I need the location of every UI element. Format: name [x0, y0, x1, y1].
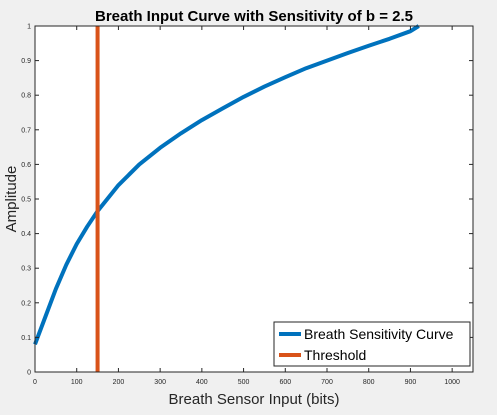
x-tick-label: 500 — [238, 379, 250, 386]
x-tick-label: 800 — [363, 379, 375, 386]
plot-area — [35, 26, 473, 372]
chart-title: Breath Input Curve with Sensitivity of b… — [95, 8, 413, 25]
x-tick-label: 200 — [113, 379, 125, 386]
y-axis-label: Amplitude — [3, 166, 20, 233]
y-tick-label: 0.9 — [21, 58, 31, 65]
x-tick-label: 100 — [71, 379, 83, 386]
x-axis: 0 100 200 300 400 500 600 700 800 900 1000 — [33, 26, 460, 386]
y-tick-label: 0 — [27, 370, 31, 377]
y-tick-label: 0.4 — [21, 231, 31, 238]
x-axis-label: Breath Sensor Input (bits) — [169, 391, 340, 408]
legend-label-breath-sensitivity-curve: Breath Sensitivity Curve — [304, 326, 454, 342]
x-tick-label: 700 — [321, 379, 333, 386]
series-line-breath-sensitivity-curve — [33, 24, 420, 346]
y-tick-label: 0.7 — [21, 127, 31, 134]
x-tick-label: 600 — [279, 379, 291, 386]
y-tick-label: 0.5 — [21, 197, 31, 204]
y-tick-label: 0.2 — [21, 300, 31, 307]
y-tick-label: 0.8 — [21, 93, 31, 100]
y-axis: 0 0.1 0.2 0.3 0.4 0.5 0.6 0.7 0.8 0.9 1 — [21, 24, 473, 377]
y-tick-label: 0.6 — [21, 162, 31, 169]
legend-box — [273, 321, 471, 367]
y-tick-label: 0.3 — [21, 266, 31, 273]
y-tick-label: 1 — [27, 24, 31, 31]
legend-label-threshold: Threshold — [304, 347, 366, 363]
x-tick-label: 400 — [196, 379, 208, 386]
x-tick-label: 900 — [405, 379, 417, 386]
x-tick-label: 0 — [33, 379, 37, 386]
y-tick-label: 0.1 — [21, 335, 31, 342]
x-tick-label: 1000 — [444, 379, 460, 386]
x-tick-label: 300 — [154, 379, 166, 386]
legend: Breath Sensitivity Curve Threshold — [273, 321, 471, 367]
series-layer — [33, 24, 420, 372]
